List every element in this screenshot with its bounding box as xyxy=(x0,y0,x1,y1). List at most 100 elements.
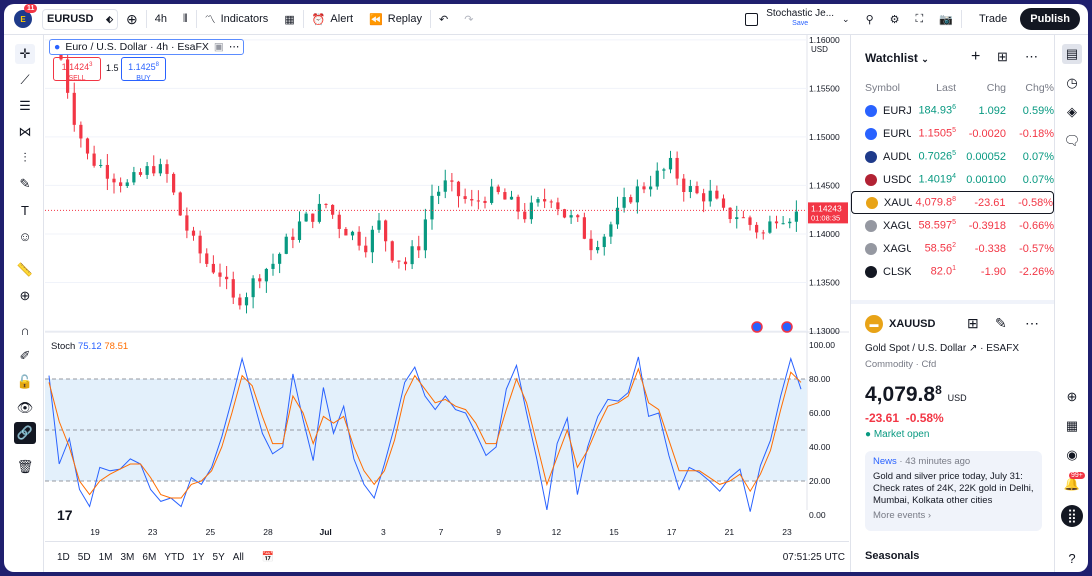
sell-button[interactable]: 1.14243 SELL xyxy=(53,57,101,82)
add-symbol-button[interactable]: ⊕ xyxy=(118,4,146,35)
watchlist-row[interactable]: XAGU 58.5975 -0.3918 -0.66% xyxy=(851,214,1054,237)
utc-clock[interactable]: 07:51:25 UTC xyxy=(782,551,845,563)
notifications-icon[interactable]: 🔔 99+ xyxy=(1063,472,1085,491)
fullscreen-button[interactable]: ⛶ xyxy=(908,4,932,35)
horizontal-lines-icon[interactable]: ☰ xyxy=(19,98,31,113)
seasonals-title[interactable]: Seasonals xyxy=(865,550,920,562)
layout-select[interactable]: Stochastic Je... Save ⌄ xyxy=(737,4,857,35)
main-legend[interactable]: ● Euro / U.S. Dollar · 4h · EsaFX ▣ ⋯ xyxy=(49,39,245,55)
target-icon[interactable]: ⊕ xyxy=(1066,389,1078,404)
trash-icon[interactable]: 🗑 xyxy=(16,459,34,474)
range-3m[interactable]: 3M xyxy=(120,551,135,563)
watchlist-row[interactable]: EURJ 184.936 1.092 0.59% xyxy=(851,99,1054,122)
chart-canvas[interactable]: 1.16000 1.15500 1.15000 1.14500 1.14000 1.135… xyxy=(45,35,849,541)
more-events-link[interactable]: More events › xyxy=(873,510,932,521)
fib-icon[interactable]: ⫶ xyxy=(23,150,27,165)
help-icon[interactable]: ? xyxy=(1068,550,1076,566)
emoji-icon[interactable]: ☺ xyxy=(18,228,32,244)
broadcast-icon[interactable]: ◉ xyxy=(1066,447,1078,462)
header-chg-pct[interactable]: Chg% xyxy=(1025,81,1054,94)
range-1m[interactable]: 1M xyxy=(98,551,113,563)
stoch-legend[interactable]: Stoch 75.12 78.51 xyxy=(51,341,128,352)
candle-body xyxy=(609,224,613,237)
row-chg: -0.0020 xyxy=(968,127,1006,140)
watchlist-icon[interactable]: ▤ xyxy=(1062,44,1082,64)
indicators-button[interactable]: 〽 Indicators xyxy=(197,4,277,35)
chevron-down-icon: ⌄ xyxy=(921,54,929,64)
replay-button[interactable]: ⏪ Replay xyxy=(361,4,430,35)
header-symbol[interactable]: Symbol xyxy=(865,81,901,94)
alert-button[interactable]: ⏰ Alert xyxy=(304,4,361,35)
eye-toggle-icon[interactable]: ▣ xyxy=(213,41,224,53)
magnet-icon[interactable]: ∩ xyxy=(20,322,30,338)
publish-button[interactable]: Publish xyxy=(1020,8,1080,30)
ruler-icon[interactable]: 📏 xyxy=(16,262,34,277)
watchlist-row[interactable]: XAGU 58.562 -0.338 -0.57% xyxy=(851,237,1054,260)
watchlist-row[interactable]: USDC 1.40194 0.00100 0.07% xyxy=(851,168,1054,191)
range-5y[interactable]: 5Y xyxy=(212,551,225,563)
apps-grid-icon[interactable]: ⣿ xyxy=(1061,505,1083,527)
current-price-tag xyxy=(808,202,848,224)
text-icon[interactable]: T xyxy=(21,202,29,218)
range-6m[interactable]: 6M xyxy=(142,551,157,563)
calendar-icon[interactable]: 📅 xyxy=(261,551,275,563)
header-last[interactable]: Last xyxy=(936,81,956,94)
pencil-lock-icon[interactable]: ✐ xyxy=(19,348,31,363)
currency-label[interactable]: USD xyxy=(811,45,828,54)
eye-icon[interactable]: 👁 xyxy=(16,400,34,415)
range-5d[interactable]: 5D xyxy=(77,551,91,563)
watchlist-row[interactable]: XAUU 4,079.88 -23.61 -0.58% xyxy=(851,191,1054,214)
alerts-clock-icon[interactable]: ◷ xyxy=(1066,75,1078,90)
news-card[interactable]: News · 43 minutes ago Gold and silver pr… xyxy=(865,451,1042,531)
snapshot-button[interactable]: 📷 xyxy=(931,4,961,35)
range-1y[interactable]: 1Y xyxy=(192,551,205,563)
trade-button[interactable]: Trade xyxy=(978,13,1008,25)
range-ytd[interactable]: YTD xyxy=(164,551,185,563)
candle-body xyxy=(244,297,249,306)
candle-body xyxy=(85,138,90,154)
quick-search-button[interactable]: ⚲ xyxy=(858,4,882,35)
header-chg[interactable]: Chg xyxy=(986,81,1006,94)
interval-button[interactable]: 4h xyxy=(147,4,175,35)
trend-line-icon[interactable]: ⟋ xyxy=(20,72,30,87)
range-all[interactable]: All xyxy=(232,551,244,563)
lock-icon[interactable]: 🔓 xyxy=(16,374,34,389)
redo-button[interactable]: ↷ xyxy=(456,4,481,35)
range-1d[interactable]: 1D xyxy=(57,551,70,563)
watchlist-row[interactable]: CLSK 82.01 -1.90 -2.26% xyxy=(851,260,1054,283)
templates-button[interactable]: ▦ xyxy=(276,4,302,35)
add-symbol-icon[interactable]: + xyxy=(971,48,981,65)
brush-icon[interactable]: ✎ xyxy=(19,176,31,191)
candle-body xyxy=(317,203,321,222)
settings-button[interactable]: ⚙ xyxy=(882,4,908,35)
zoom-in-icon[interactable]: ⊕ xyxy=(19,288,31,303)
detail-name[interactable]: Gold Spot / U.S. Dollar xyxy=(865,343,967,354)
candle-body xyxy=(211,263,215,273)
grid-icon[interactable]: ⊞ xyxy=(967,315,979,331)
watchlist-title[interactable]: Watchlist ⌄ xyxy=(865,51,929,65)
watchlist-row[interactable]: EURU 1.15055 -0.0020 -0.18% xyxy=(851,122,1054,145)
calendar-icon[interactable]: ▦ xyxy=(1065,418,1079,433)
gold-icon: ▬ xyxy=(865,315,883,333)
layers-icon[interactable]: ◈ xyxy=(1067,104,1077,119)
more-icon[interactable]: ⋯ xyxy=(228,41,240,53)
link-icon[interactable]: 🔗 xyxy=(14,422,36,444)
advanced-view-icon[interactable]: ⊞ xyxy=(997,49,1008,64)
buy-button[interactable]: 1.14258 BUY xyxy=(121,57,166,82)
chart-area[interactable]: 1.16000 1.15500 1.15000 1.14500 1.14000 1.135… xyxy=(45,35,849,541)
symbol-search-button[interactable]: EURUSD ⬖ xyxy=(42,8,118,30)
chart-type-button[interactable]: ⫴ xyxy=(175,4,196,35)
pattern-icon[interactable]: ⋈ xyxy=(18,124,32,139)
more-icon[interactable]: ⋯ xyxy=(1025,315,1039,331)
watchlist-row[interactable]: AUDU 0.70265 0.00052 0.07% xyxy=(851,145,1054,168)
candle-body xyxy=(490,186,494,203)
undo-button[interactable]: ↶ xyxy=(431,4,456,35)
external-link-icon[interactable]: ↗ xyxy=(968,343,978,354)
chat-icon[interactable]: 🗨 xyxy=(1063,133,1081,148)
broker-logo[interactable]: E 11 xyxy=(14,4,38,28)
edit-icon[interactable]: ✎ xyxy=(995,315,1007,331)
spread-value: 1.5 xyxy=(106,63,119,73)
detail-symbol[interactable]: XAUUSD xyxy=(889,318,936,330)
more-icon[interactable]: ⋯ xyxy=(1025,49,1038,64)
crosshair-icon[interactable]: ✛ xyxy=(15,44,35,64)
